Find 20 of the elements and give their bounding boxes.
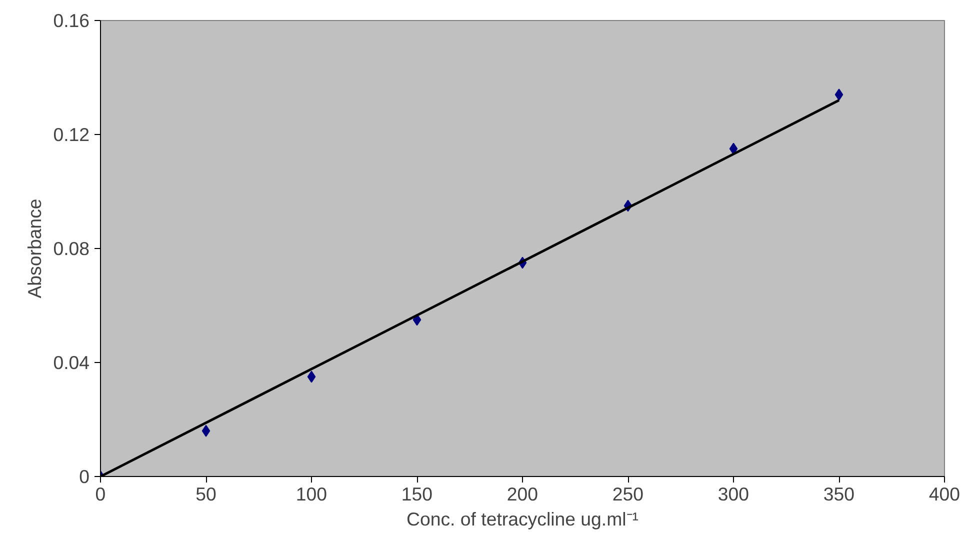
y-tick-label: 0.08 (53, 238, 90, 259)
y-tick-label: 0.04 (53, 352, 90, 373)
x-tick-label: 150 (401, 484, 433, 504)
y-tick-label: 0.16 (53, 10, 90, 31)
x-tick-label: 250 (612, 484, 644, 504)
x-tick-label: 0 (95, 484, 106, 504)
y-axis-title: Absorbance (24, 198, 46, 298)
y-tick-label: 0 (79, 466, 90, 487)
point (202, 424, 210, 437)
y-tick-label: 0.12 (53, 124, 90, 145)
x-axis-title: Conc. of tetracycline ug.ml⁻¹ (406, 508, 639, 530)
x-tick-label: 100 (296, 484, 328, 504)
point (307, 370, 316, 383)
x-tick-label: 300 (718, 484, 750, 504)
x-tick-label: 400 (928, 484, 960, 504)
x-tick-label: 200 (506, 484, 538, 504)
point (729, 142, 738, 155)
x-tick-label: 50 (196, 484, 216, 504)
x-tick-label: 350 (823, 484, 855, 504)
point (834, 88, 844, 101)
